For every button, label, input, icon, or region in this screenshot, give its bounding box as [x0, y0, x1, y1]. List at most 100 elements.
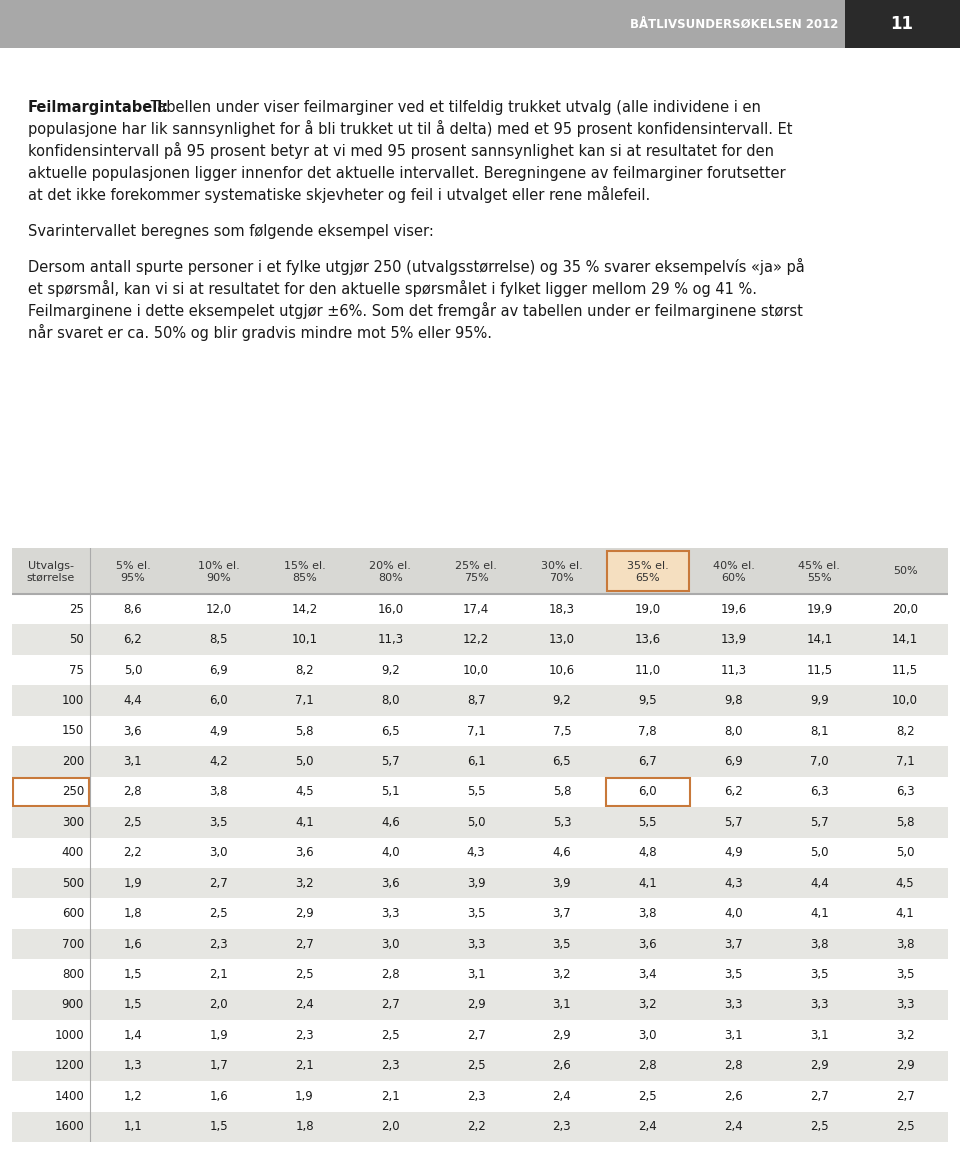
Text: 6,2: 6,2 — [724, 786, 743, 798]
Text: 65%: 65% — [636, 573, 660, 583]
Text: 800: 800 — [61, 968, 84, 982]
Text: 3,5: 3,5 — [467, 907, 486, 920]
Text: 2,9: 2,9 — [810, 1060, 828, 1073]
Text: 13,6: 13,6 — [635, 634, 660, 646]
Text: 4,1: 4,1 — [896, 907, 915, 920]
Text: 2,8: 2,8 — [124, 786, 142, 798]
Text: 85%: 85% — [292, 573, 317, 583]
Text: aktuelle populasjonen ligger innenfor det aktuelle intervallet. Beregningene av : aktuelle populasjonen ligger innenfor de… — [28, 166, 785, 181]
Text: 1,9: 1,9 — [295, 1090, 314, 1102]
Text: 3,6: 3,6 — [295, 847, 314, 859]
Text: 10% el.: 10% el. — [198, 561, 240, 571]
Text: 6,9: 6,9 — [724, 755, 743, 768]
Text: 1,7: 1,7 — [209, 1060, 228, 1073]
Text: 1,3: 1,3 — [124, 1060, 142, 1073]
Text: 14,1: 14,1 — [806, 634, 832, 646]
Text: 7,8: 7,8 — [638, 725, 657, 737]
Text: 4,8: 4,8 — [638, 847, 657, 859]
Text: 2,9: 2,9 — [467, 999, 486, 1011]
Text: 4,1: 4,1 — [638, 877, 657, 889]
Text: 13,0: 13,0 — [549, 634, 575, 646]
Text: 2,2: 2,2 — [124, 847, 142, 859]
Text: et spørsmål, kan vi si at resultatet for den aktuelle spørsmålet i fylket ligger: et spørsmål, kan vi si at resultatet for… — [28, 280, 757, 297]
Text: 4,3: 4,3 — [724, 877, 743, 889]
Text: 60%: 60% — [721, 573, 746, 583]
Text: 2,3: 2,3 — [553, 1120, 571, 1134]
Bar — [12, 715, 948, 746]
Text: 150: 150 — [61, 725, 84, 737]
Text: 2,3: 2,3 — [467, 1090, 486, 1102]
Text: 19,9: 19,9 — [806, 602, 832, 615]
Text: 1,6: 1,6 — [124, 938, 142, 950]
Text: 300: 300 — [61, 816, 84, 828]
Text: 3,0: 3,0 — [209, 847, 228, 859]
Text: 2,2: 2,2 — [467, 1120, 486, 1134]
Text: 3,6: 3,6 — [124, 725, 142, 737]
Text: 2,3: 2,3 — [209, 938, 228, 950]
Text: 6,0: 6,0 — [638, 786, 657, 798]
Text: 50%: 50% — [893, 566, 918, 576]
Bar — [12, 867, 948, 899]
Text: 9,5: 9,5 — [638, 694, 657, 707]
Text: 14,1: 14,1 — [892, 634, 918, 646]
Text: 55%: 55% — [807, 573, 831, 583]
Text: 25% el.: 25% el. — [455, 561, 497, 571]
Text: 1,9: 1,9 — [124, 877, 142, 889]
Text: 3,5: 3,5 — [896, 968, 914, 982]
Text: 2,5: 2,5 — [209, 907, 228, 920]
Text: 4,0: 4,0 — [381, 847, 399, 859]
Text: 2,7: 2,7 — [810, 1090, 828, 1102]
Text: 6,7: 6,7 — [638, 755, 657, 768]
Text: 3,8: 3,8 — [810, 938, 828, 950]
Bar — [12, 1112, 948, 1142]
Text: 3,5: 3,5 — [553, 938, 571, 950]
Text: at det ikke forekommer systematiske skjevheter og feil i utvalget eller rene mål: at det ikke forekommer systematiske skje… — [28, 185, 650, 203]
Text: 6,5: 6,5 — [381, 725, 399, 737]
Text: 2,6: 2,6 — [553, 1060, 571, 1073]
Text: 4,1: 4,1 — [810, 907, 828, 920]
Text: 11: 11 — [891, 15, 914, 33]
Text: 8,1: 8,1 — [810, 725, 828, 737]
Text: 8,2: 8,2 — [896, 725, 915, 737]
Text: 3,3: 3,3 — [896, 999, 914, 1011]
Text: 6,9: 6,9 — [209, 664, 228, 676]
Text: 3,1: 3,1 — [810, 1029, 828, 1041]
Text: 10,6: 10,6 — [549, 664, 575, 676]
Text: 2,8: 2,8 — [638, 1060, 657, 1073]
Text: 11,3: 11,3 — [720, 664, 747, 676]
Text: 2,4: 2,4 — [295, 999, 314, 1011]
Text: 1,2: 1,2 — [124, 1090, 142, 1102]
Text: 1000: 1000 — [55, 1029, 84, 1041]
Text: 3,7: 3,7 — [553, 907, 571, 920]
Text: 3,3: 3,3 — [467, 938, 486, 950]
Text: 2,0: 2,0 — [381, 1120, 399, 1134]
Text: 4,4: 4,4 — [124, 694, 142, 707]
Text: BÅTLIVSUNDERSØKELSEN 2012: BÅTLIVSUNDERSØKELSEN 2012 — [630, 17, 838, 31]
Text: 700: 700 — [61, 938, 84, 950]
Text: 1,1: 1,1 — [124, 1120, 142, 1134]
Text: 2,5: 2,5 — [295, 968, 314, 982]
Text: 3,1: 3,1 — [467, 968, 486, 982]
Text: 2,7: 2,7 — [209, 877, 228, 889]
Text: 8,0: 8,0 — [724, 725, 743, 737]
Text: 2,1: 2,1 — [295, 1060, 314, 1073]
Text: 45% el.: 45% el. — [799, 561, 840, 571]
Text: 9,8: 9,8 — [724, 694, 743, 707]
Text: 3,2: 3,2 — [553, 968, 571, 982]
Text: 2,1: 2,1 — [381, 1090, 399, 1102]
Text: 1200: 1200 — [55, 1060, 84, 1073]
Text: 95%: 95% — [121, 573, 145, 583]
Text: 2,5: 2,5 — [810, 1120, 828, 1134]
Text: 3,8: 3,8 — [209, 786, 228, 798]
Text: 7,1: 7,1 — [896, 755, 915, 768]
Text: 10,0: 10,0 — [463, 664, 489, 676]
Text: 25: 25 — [69, 602, 84, 615]
Text: 2,1: 2,1 — [209, 968, 228, 982]
Text: 3,2: 3,2 — [896, 1029, 915, 1041]
Text: 16,0: 16,0 — [377, 602, 403, 615]
Text: 1,5: 1,5 — [124, 968, 142, 982]
Text: 2,7: 2,7 — [467, 1029, 486, 1041]
Text: 75%: 75% — [464, 573, 489, 583]
Text: Svarintervallet beregnes som følgende eksempel viser:: Svarintervallet beregnes som følgende ek… — [28, 223, 434, 238]
Text: 500: 500 — [61, 877, 84, 889]
